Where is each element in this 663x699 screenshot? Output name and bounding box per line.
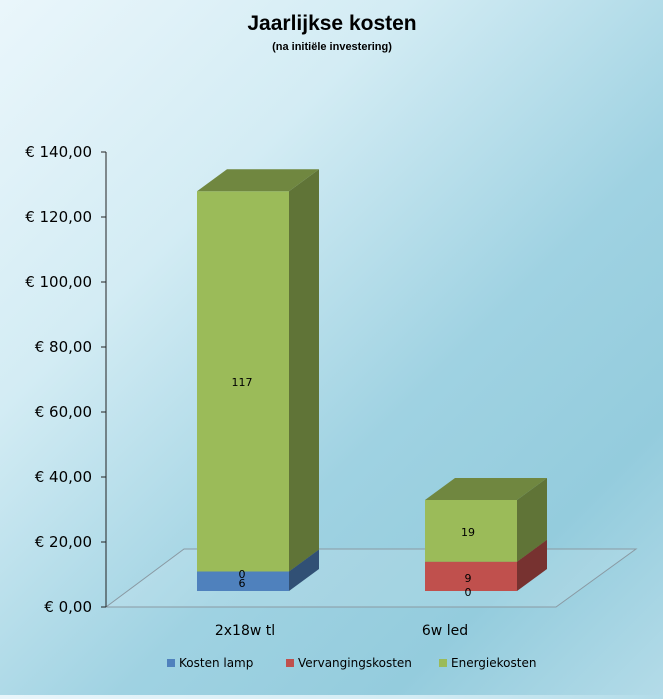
bars-layer	[197, 169, 547, 591]
bar-top-face	[425, 478, 547, 500]
bar-segment	[425, 478, 547, 562]
legend-swatch	[167, 659, 175, 667]
legend-label: Vervangingskosten	[298, 656, 412, 670]
floor-plane	[104, 548, 638, 608]
bar-side-face	[289, 549, 319, 591]
legend: Kosten lamp Vervangingskosten Energiekoste…	[167, 656, 536, 670]
legend-swatch	[286, 659, 294, 667]
data-label: 19	[461, 526, 475, 539]
y-tick-label: € 80,00	[35, 338, 92, 356]
bar-side-face	[517, 478, 547, 562]
y-tick-label: € 120,00	[25, 208, 92, 226]
bar-side-face	[517, 539, 547, 591]
bar-front-face	[425, 561, 517, 591]
y-tick-label: € 100,00	[25, 273, 92, 291]
chart-subtitle: (na initiële investering)	[272, 41, 392, 53]
legend-swatch	[439, 659, 447, 667]
data-label: 9	[465, 572, 472, 585]
y-tick-label: € 40,00	[35, 468, 92, 486]
legend-label: Energiekosten	[451, 656, 536, 670]
bar-front-face	[197, 571, 289, 591]
bar-segment	[197, 169, 319, 572]
bar-top-face	[197, 169, 319, 192]
y-tick-label: € 140,00	[25, 143, 92, 161]
bar-front-face	[197, 191, 289, 572]
bar-side-face	[289, 169, 319, 572]
x-category-label: 2x18w tl	[215, 623, 275, 639]
chart-title: Jaarlijkse kosten	[247, 12, 416, 35]
data-label: 117	[232, 376, 253, 389]
y-tick-label: € 60,00	[35, 403, 92, 421]
data-label: 0	[239, 568, 246, 581]
data-label: 6	[239, 577, 246, 590]
x-category-label: 6w led	[422, 623, 468, 639]
legend-label: Kosten lamp	[179, 656, 253, 670]
y-tick-label: € 0,00	[44, 598, 92, 616]
y-tick-label: € 20,00	[35, 533, 92, 551]
data-label: 0	[465, 586, 472, 599]
bar-front-face	[425, 500, 517, 562]
